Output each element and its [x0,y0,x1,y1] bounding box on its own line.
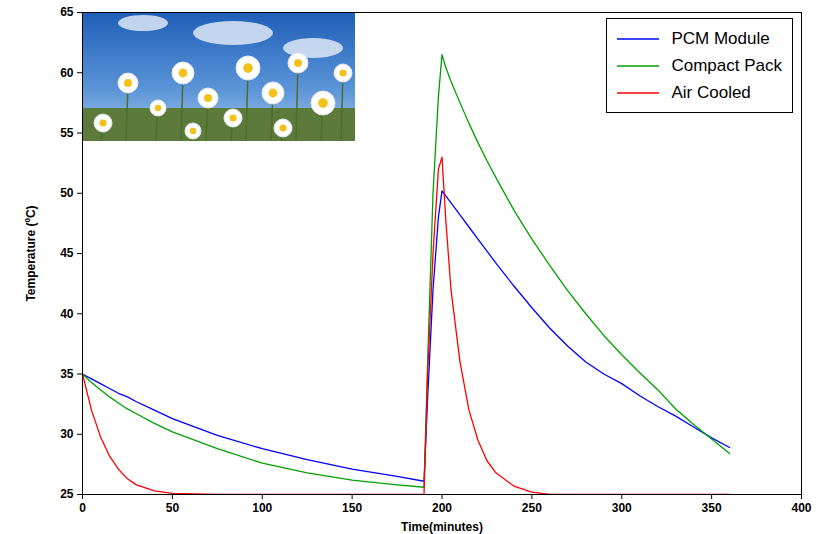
svg-text:30: 30 [60,427,74,441]
html-text:Compact Pack: Compact Pack [671,55,782,75]
svg-text:350: 350 [702,501,722,515]
svg-text:0: 0 [79,501,86,515]
svg-text:60: 60 [60,66,74,80]
svg-text:35: 35 [60,367,74,381]
svg-text:25: 25 [60,487,74,501]
svg-text:Temperature (ºC): Temperature (ºC) [24,205,38,301]
svg-text:300: 300 [612,501,632,515]
svg-text:40: 40 [60,307,74,321]
svg-text:200: 200 [432,501,452,515]
svg-text:55: 55 [60,126,74,140]
svg-text:65: 65 [60,5,74,19]
html-text:PCM Module: PCM Module [671,28,770,48]
svg-text:Time(minutes): Time(minutes) [401,520,483,534]
svg-text:45: 45 [60,246,74,260]
svg-text:400: 400 [791,501,811,515]
svg-text:50: 50 [60,186,74,200]
html-text:Air Cooled: Air Cooled [671,82,751,102]
svg-text:250: 250 [522,501,542,515]
svg-text:150: 150 [342,501,362,515]
svg-text:50: 50 [166,501,180,515]
svg-text:100: 100 [252,501,272,515]
